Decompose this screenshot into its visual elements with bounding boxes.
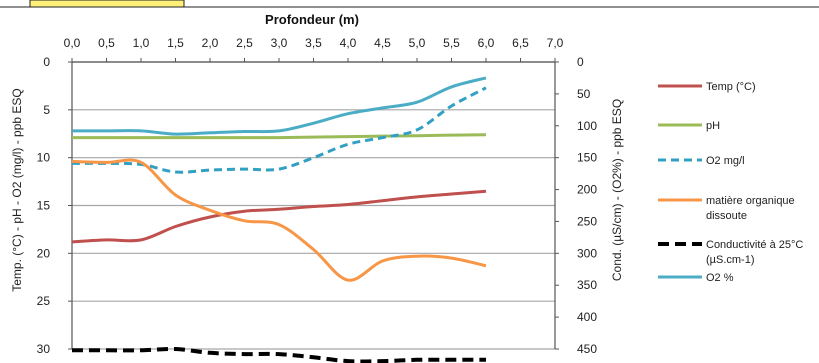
x-tick-label: 5,5 [443,36,460,50]
y-left-axis-title: Temp. (°C) - pH - O2 (mg/l) - ppb ESQ [10,88,24,292]
x-tick-label: 2,0 [202,36,219,50]
series-line-o2 [72,76,487,136]
legend-label-o2-mg-l: O2 mg/l [706,155,745,167]
y-right-tick-label: 200 [577,183,597,197]
y-right-tick-labels: 0 50 100 150 200 250 300 350 400 450 [577,55,597,356]
legend-label-ph: pH [706,120,720,132]
axes [68,58,559,350]
y-right-tick-label: 400 [577,310,597,324]
series-line-conductivite-a-25-c-s-cm-1 [71,346,486,363]
x-tick-label: 4,0 [340,36,357,50]
y-right-tick-label: 300 [577,246,597,260]
y-left-tick-label: 30 [37,342,51,356]
series-lines [71,76,487,363]
x-tick-label: 7,0 [547,36,564,50]
series-line-o2-mg-l [71,86,487,174]
legend-label-matiere-organique-dissoute: matière organique dissoute [706,195,795,222]
y-left-tick-label: 10 [37,151,51,165]
x-tick-label: 1,5 [167,36,184,50]
x-tick-label: 6,5 [512,36,529,50]
x-tick-label: 4,5 [374,36,391,50]
plot-area: 0,0 0,5 1,0 1,5 2,0 2,5 3,0 3,5 4,0 4,5 5,0 5,5 6,0 6… [37,36,597,363]
x-tick-label: 6,0 [478,36,495,50]
legend-label-o2: O2 % [706,272,734,284]
legend: Temp (°C) pH O2 mg/l matière organique disso… [658,81,803,284]
y-right-tick-label: 150 [577,151,597,165]
y-right-tick-label: 50 [577,87,591,101]
y-left-tick-label: 20 [37,246,51,260]
x-tick-label: 0,5 [98,36,115,50]
series-line-matiere-organique-dissoute [71,158,487,282]
x-tick-label: 3,5 [305,36,322,50]
x-tick-labels: 0,0 0,5 1,0 1,5 2,0 2,5 3,0 3,5 4,0 4,5 5,0 5,5 6,0 6… [64,36,564,50]
y-left-tick-labels: 0 5 10 15 20 25 30 [37,55,51,356]
y-left-tick-label: 0 [43,55,50,69]
x-axis-title: Profondeur (m) [265,12,359,27]
x-tick-label: 5,0 [409,36,426,50]
series-line-ph [72,133,487,140]
top-color-strip [0,0,819,8]
y-left-tick-label: 5 [43,103,50,117]
y-right-axis-title: Cond. (µS/cm) - (O2%) - ppb ESQ [610,99,624,281]
y-right-tick-label: 350 [577,278,597,292]
y-left-tick-label: 15 [37,199,51,213]
y-right-tick-label: 0 [577,55,584,69]
legend-label-temp-c: Temp (°C) [706,81,756,93]
x-tick-label: 3,0 [271,36,288,50]
x-tick-label: 0,0 [64,36,81,50]
y-left-tick-label: 25 [37,294,51,308]
x-tick-label: 1,0 [133,36,150,50]
legend-label-conductivite-a-25-c-s-cm-1: Conductivité à 25°C (µS.cm-1) [706,239,803,266]
y-right-tick-label: 100 [577,119,597,133]
series-line-temp-c [71,189,487,244]
y-right-tick-label: 450 [577,342,597,356]
x-tick-label: 2,5 [236,36,253,50]
y-right-tick-label: 250 [577,214,597,228]
